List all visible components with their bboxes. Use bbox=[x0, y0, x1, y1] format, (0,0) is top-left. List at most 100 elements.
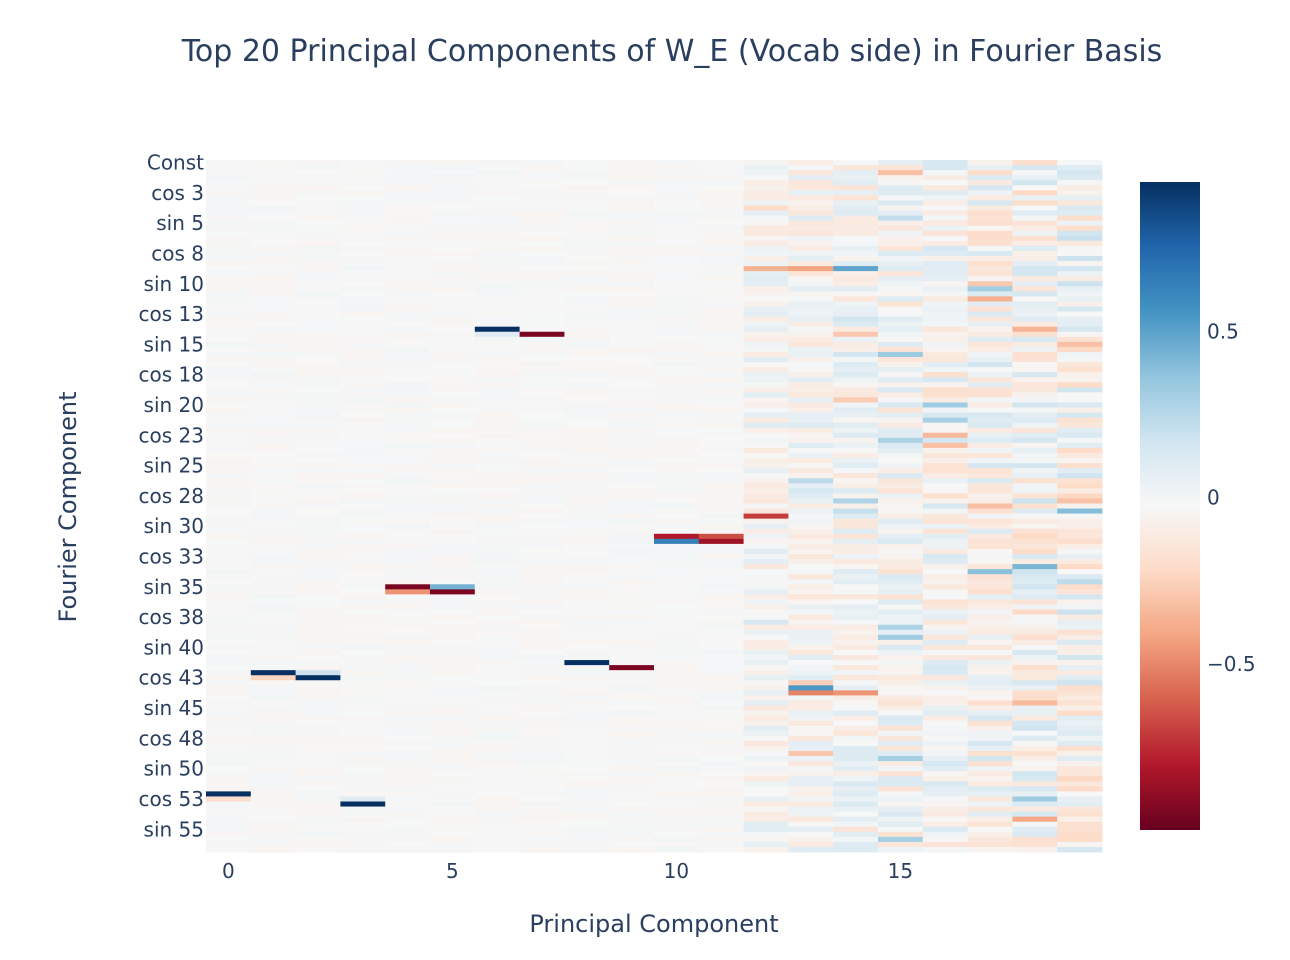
heatmap-cell bbox=[295, 175, 341, 181]
heatmap-cell bbox=[609, 195, 655, 201]
heatmap-cell bbox=[609, 735, 655, 742]
heatmap-cell bbox=[519, 639, 565, 646]
heatmap-cell bbox=[519, 846, 565, 853]
heatmap-cell bbox=[609, 761, 655, 767]
heatmap-cell bbox=[967, 538, 1013, 545]
heatmap-cell bbox=[609, 533, 655, 540]
heatmap-cell bbox=[564, 185, 610, 191]
heatmap-cell bbox=[654, 301, 700, 307]
heatmap-cell bbox=[250, 170, 296, 176]
heatmap-cell bbox=[1012, 225, 1058, 232]
heatmap-cell bbox=[788, 301, 834, 307]
heatmap-cell bbox=[743, 634, 789, 641]
heatmap-cell bbox=[967, 170, 1013, 176]
heatmap-cell bbox=[788, 609, 834, 615]
heatmap-cell bbox=[654, 548, 700, 555]
heatmap-cell bbox=[698, 791, 744, 797]
heatmap-cell bbox=[474, 700, 520, 706]
heatmap-cell bbox=[654, 715, 700, 722]
x-axis-ticks: 0 5 10 15 bbox=[222, 859, 913, 883]
heatmap-cell bbox=[1012, 624, 1058, 631]
heatmap-cell bbox=[206, 846, 252, 853]
heatmap-cell bbox=[788, 574, 834, 580]
heatmap-cell bbox=[743, 463, 789, 469]
heatmap-cell bbox=[967, 523, 1013, 530]
heatmap-cell bbox=[474, 397, 520, 403]
heatmap-cell bbox=[922, 649, 968, 656]
heatmap-cell bbox=[1057, 306, 1103, 312]
heatmap-cell bbox=[430, 235, 476, 242]
heatmap-cell bbox=[385, 417, 431, 424]
heatmap-cell bbox=[430, 190, 476, 196]
y-tick-label: cos 48 bbox=[139, 726, 204, 750]
heatmap-cell bbox=[430, 250, 476, 257]
heatmap-cell bbox=[878, 321, 924, 328]
heatmap-cell bbox=[206, 170, 252, 176]
heatmap-cell bbox=[609, 538, 655, 545]
heatmap-cell bbox=[519, 185, 565, 191]
heatmap-cell bbox=[788, 160, 834, 166]
heatmap-cell bbox=[385, 655, 431, 661]
heatmap-cell bbox=[878, 220, 924, 227]
heatmap-cell bbox=[609, 629, 655, 636]
heatmap-cell bbox=[1012, 473, 1058, 479]
heatmap-cell bbox=[743, 553, 789, 560]
heatmap-cell bbox=[878, 417, 924, 424]
heatmap-cell bbox=[1057, 447, 1103, 454]
heatmap-cell bbox=[833, 761, 879, 767]
heatmap-cell bbox=[878, 745, 924, 752]
heatmap-cell bbox=[295, 816, 341, 823]
heatmap-cell bbox=[922, 165, 968, 171]
heatmap-cell bbox=[698, 387, 744, 393]
heatmap-cell bbox=[788, 210, 834, 216]
heatmap-cell bbox=[922, 412, 968, 418]
heatmap-cell bbox=[519, 473, 565, 479]
heatmap-cell bbox=[564, 806, 610, 812]
heatmap-cell bbox=[743, 821, 789, 828]
heatmap-cell bbox=[878, 427, 924, 434]
heatmap-cell bbox=[833, 826, 879, 833]
heatmap-cell bbox=[743, 296, 789, 302]
heatmap-cell bbox=[922, 190, 968, 196]
heatmap-cell bbox=[1057, 766, 1103, 772]
heatmap-cell bbox=[206, 574, 252, 580]
heatmap-cell bbox=[519, 387, 565, 393]
heatmap-cell bbox=[833, 336, 879, 343]
heatmap-cell bbox=[743, 488, 789, 494]
heatmap-cell bbox=[654, 543, 700, 550]
heatmap-cell bbox=[474, 372, 520, 378]
heatmap-cell bbox=[1012, 402, 1058, 408]
heatmap-cell bbox=[967, 326, 1013, 333]
heatmap-cell bbox=[743, 210, 789, 216]
heatmap-cell bbox=[340, 776, 386, 782]
heatmap-cell bbox=[340, 756, 386, 762]
heatmap-cell bbox=[654, 331, 700, 338]
heatmap-cell bbox=[1057, 538, 1103, 545]
heatmap-cell bbox=[340, 463, 386, 469]
heatmap-cell bbox=[206, 346, 252, 353]
heatmap-cell bbox=[519, 700, 565, 706]
heatmap-cell bbox=[654, 579, 700, 585]
heatmap-cell bbox=[609, 185, 655, 191]
heatmap-cell bbox=[1057, 680, 1103, 686]
heatmap-cell bbox=[833, 715, 879, 722]
heatmap-cell bbox=[474, 740, 520, 747]
heatmap-cell bbox=[878, 316, 924, 323]
heatmap-cell bbox=[698, 296, 744, 302]
heatmap-cell bbox=[967, 407, 1013, 413]
heatmap-cell bbox=[385, 771, 431, 777]
heatmap-cell bbox=[788, 720, 834, 727]
heatmap-cell bbox=[788, 205, 834, 211]
heatmap-cell bbox=[922, 452, 968, 459]
heatmap-cell bbox=[474, 185, 520, 191]
heatmap-cell bbox=[474, 276, 520, 282]
heatmap-cell bbox=[878, 407, 924, 413]
heatmap-cell bbox=[1012, 766, 1058, 772]
heatmap-cell bbox=[1012, 311, 1058, 317]
heatmap-cell bbox=[385, 690, 431, 696]
heatmap-cell bbox=[654, 387, 700, 393]
heatmap-cell bbox=[967, 271, 1013, 277]
heatmap-cell bbox=[430, 796, 476, 802]
heatmap-cell bbox=[1012, 826, 1058, 833]
heatmap-cell bbox=[430, 811, 476, 818]
